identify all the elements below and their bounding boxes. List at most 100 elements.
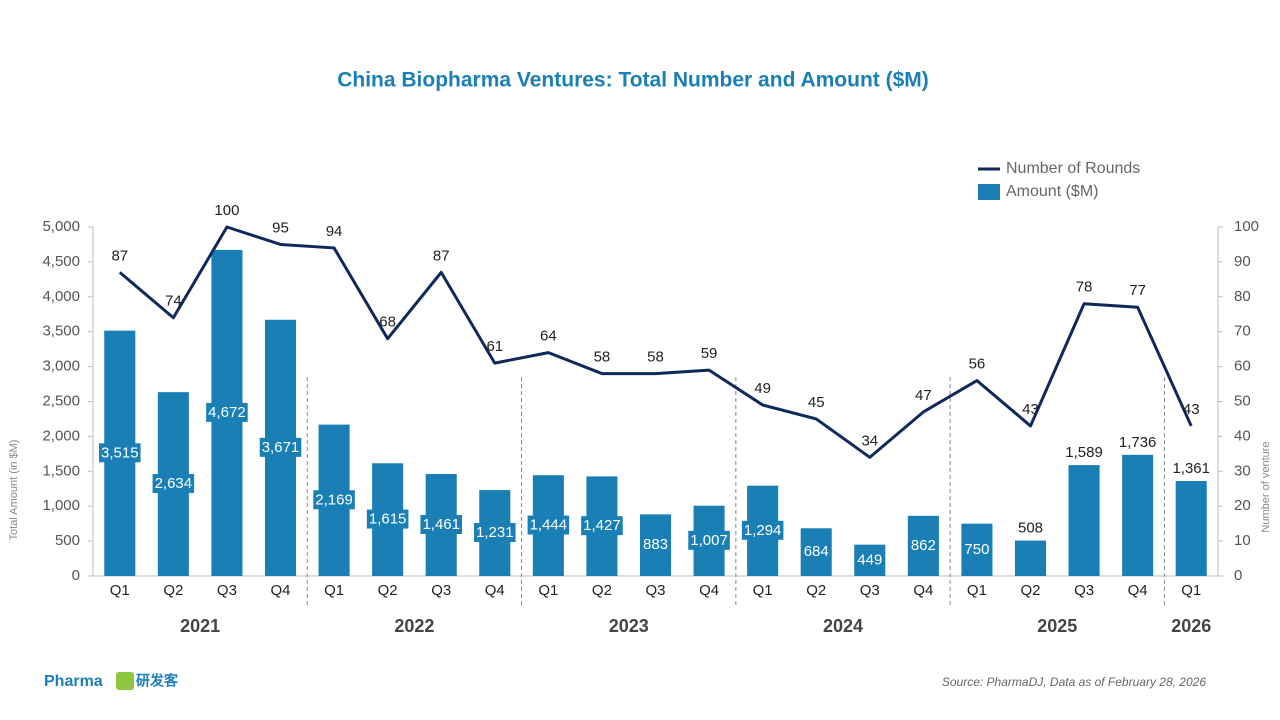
y-tick-label: 1,500 [42,462,80,479]
logo-icon [116,672,134,690]
x-tick-label: Q3 [645,582,665,599]
bar-label-box [527,515,570,535]
bar-value-label: 750 [964,541,989,558]
bar-value-label: 1,461 [422,516,460,533]
bar-value-label: 1,294 [744,522,782,539]
group-label: 2021 [180,616,220,636]
y2-tick-label: 80 [1234,288,1251,305]
line-value-label: 59 [701,345,718,362]
logo-text-cn: 研发客 [136,673,179,689]
x-tick-label: Q4 [1128,582,1148,599]
line-value-label: 94 [326,223,343,240]
x-tick-label: Q2 [1020,582,1040,599]
bar-label-box [474,523,516,543]
line-value-label: 34 [861,432,878,449]
y2-tick-label: 10 [1234,532,1251,549]
bar-value-label: 2,169 [315,491,353,508]
line-series [118,225,1193,459]
x-tick-label: Q1 [324,582,344,599]
y-tick-label: 4,000 [42,288,80,305]
bar-value-label: 1,444 [530,517,568,534]
x-tick-label: Q2 [806,582,826,599]
bar-value-label: 1,615 [369,511,407,528]
y-tick-label: 5,000 [42,218,80,235]
x-tick-label: Q2 [163,582,183,599]
x-tick-label: Q3 [217,582,237,599]
x-tick-label: Q3 [860,582,880,599]
bar-label-box [741,520,784,540]
line-value-label: 43 [1183,401,1200,418]
group-label: 2023 [609,616,649,636]
group-label: 2022 [394,616,434,636]
bar-value-label: 449 [857,551,882,568]
x-tick-label: Q4 [699,582,719,599]
line-value-label: 68 [379,314,396,331]
x-tick-label: Q1 [538,582,558,599]
y-tick-label: 2,500 [42,392,80,409]
bar-label-box [908,535,938,555]
y-tick-label: 0 [72,567,80,584]
bar-label-box [962,539,992,559]
bar-value-label: 1,427 [583,517,621,534]
bar-value-label: 1,361 [1172,460,1210,477]
line-value-label: 87 [111,247,128,264]
y2-tick-label: 90 [1234,253,1251,270]
y2-tick-label: 40 [1234,427,1251,444]
group-label: 2025 [1037,616,1077,636]
bar-label-box [688,530,730,550]
y2-tick-label: 50 [1234,392,1251,409]
y-tick-label: 2,000 [42,427,80,444]
x-tick-label: Q3 [431,582,451,599]
y-tick-label: 1,000 [42,497,80,514]
x-tick-label: Q2 [592,582,612,599]
line-value-label: 87 [433,247,450,264]
bar [1175,481,1207,576]
source-note: Source: PharmaDJ, Data as of February 28… [942,675,1206,689]
x-tick-label: Q1 [967,582,987,599]
group-label: 2026 [1171,616,1211,636]
y2-tick-label: 60 [1234,358,1251,375]
bar-value-label: 1,736 [1119,434,1157,451]
bar-label-box [313,490,355,510]
y-tick-label: 4,500 [42,253,80,270]
bar [1068,465,1100,576]
bar-label-box [855,550,885,570]
x-tick-label: Q4 [485,582,505,599]
bar-value-label: 1,589 [1065,444,1103,461]
line-value-label: 64 [540,328,557,345]
y2-tick-label: 30 [1234,462,1251,479]
bar [1122,454,1154,576]
line-value-label: 74 [165,293,182,310]
bar-value-label: 1,007 [690,532,728,549]
line-value-label: 95 [272,219,289,236]
y2-tick-label: 20 [1234,497,1251,514]
bar-value-label: 1,231 [476,524,514,541]
bar-label-box [99,443,141,463]
bar-label-box [420,514,462,534]
line-value-label: 43 [1022,401,1039,418]
bar-label-box [206,402,248,422]
x-tick-label: Q4 [913,582,933,599]
line-value-label: 58 [647,349,664,366]
line-value-label: 49 [754,380,771,397]
x-tick-label: Q1 [753,582,773,599]
y2-axis-title: Number of venture [1260,441,1272,532]
bar-value-label: 508 [1018,520,1043,537]
bar-value-label: 3,515 [101,444,139,461]
bar-label-box [801,542,831,562]
legend-swatch [978,184,1000,200]
bar-label-box [640,535,671,555]
line-value-label: 77 [1129,282,1146,299]
x-tick-label: Q2 [378,582,398,599]
bar-value-label: 3,671 [262,439,300,456]
line-value-label: 61 [486,338,503,355]
line-value-label: 45 [808,394,825,411]
y-tick-label: 3,000 [42,358,80,375]
line-value-label: 47 [915,387,932,404]
bar-label-box [581,516,623,536]
line-value-label: 56 [969,356,986,373]
bar [1014,540,1047,576]
y-tick-label: 500 [55,532,80,549]
